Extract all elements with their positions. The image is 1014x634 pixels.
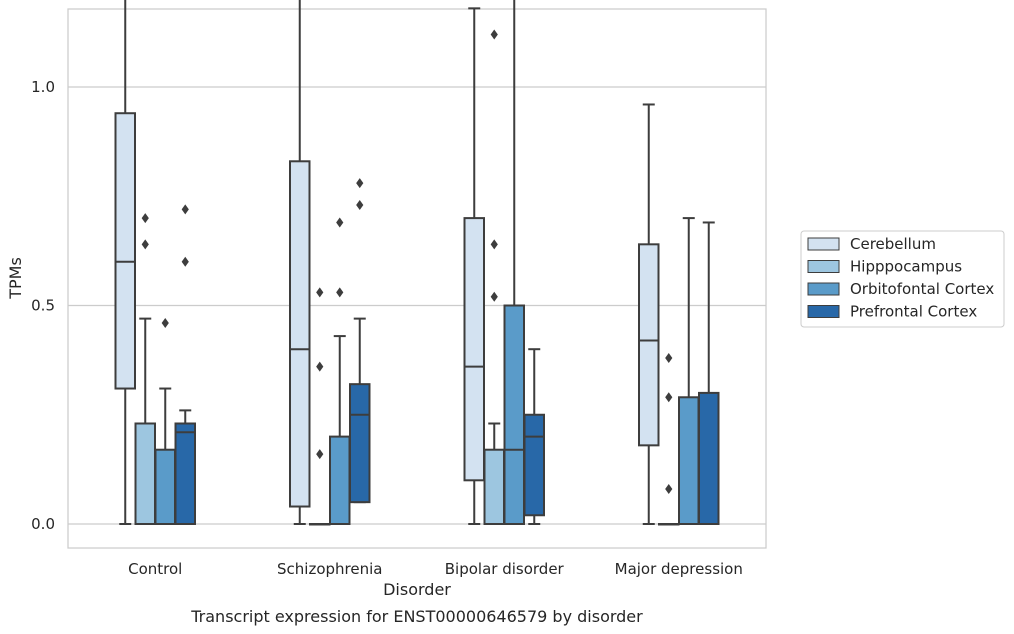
box-body [349,383,371,504]
legend-label: Orbitofontal Cortex [850,280,994,298]
box [503,0,525,525]
outlier-point [141,239,149,250]
outlier-point [141,213,149,224]
outlier-point [356,199,364,210]
box-body [503,304,525,525]
box-body [523,413,545,517]
legend-swatch [807,260,840,273]
box-body [463,217,485,482]
legend-frame [800,230,1005,328]
outlier-point [181,256,189,267]
x-tick-label: Major depression [615,560,743,578]
x-tick-label: Bipolar disorder [445,560,565,578]
y-tick-label: 0.5 [31,297,55,315]
box-body [134,422,156,525]
x-tick-label: Control [128,560,182,578]
box [134,213,156,525]
box [463,7,485,525]
legend-label: Hipppocampus [850,258,962,276]
outlier-point [490,239,498,250]
box-body [174,422,196,525]
outlier-point [316,449,324,460]
box-body [154,448,176,525]
outlier-point [336,217,344,228]
series-hipppocampus [134,29,680,526]
box [523,348,545,525]
box-body [678,396,700,525]
box-body [329,435,351,526]
series-cerebellum [114,0,660,525]
chart-caption: Transcript expression for ENST0000064657… [190,607,643,626]
outlier-point [316,287,324,298]
box-plot-series [114,0,720,526]
box-body [289,160,311,508]
legend-label: Prefrontal Cortex [850,303,977,321]
outlier-point [665,392,673,403]
x-axis-label: Disorder [383,580,451,599]
box [638,103,660,525]
box-body [698,391,720,525]
box-body [638,243,660,447]
x-tick-label: Schizophrenia [277,560,382,578]
outlier-point [665,484,673,495]
box [698,221,720,525]
box-body [483,448,505,525]
outlier-point [490,29,498,40]
series-prefrontal-cortex [174,178,720,525]
box-body [114,112,136,390]
y-axis-label: TPMs [6,257,25,300]
outlier-point [356,178,364,189]
box [174,204,196,525]
box [289,0,311,525]
y-axis-ticks: 0.00.51.01.52.0 [31,78,55,533]
legend-swatch [807,282,840,296]
outlier-point [336,287,344,298]
outlier-point [665,352,673,363]
box [309,287,331,526]
outlier-point [181,204,189,215]
x-axis-ticks: Control Schizophrenia Bipolar disorder Majo… [128,560,743,578]
outlier-point [490,291,498,302]
box [349,178,371,504]
legend-label: Cerebellum [850,235,936,253]
y-tick-label: 0.0 [31,515,55,533]
outlier-point [161,317,169,328]
legend-swatch [807,305,840,318]
legend: Cerebellum Hipppocampus Orbitofontal Corte… [800,230,1005,328]
box [658,352,680,526]
outlier-point [316,361,324,372]
legend-swatch [807,237,840,251]
y-tick-label: 1.0 [31,78,55,96]
box [114,0,136,525]
